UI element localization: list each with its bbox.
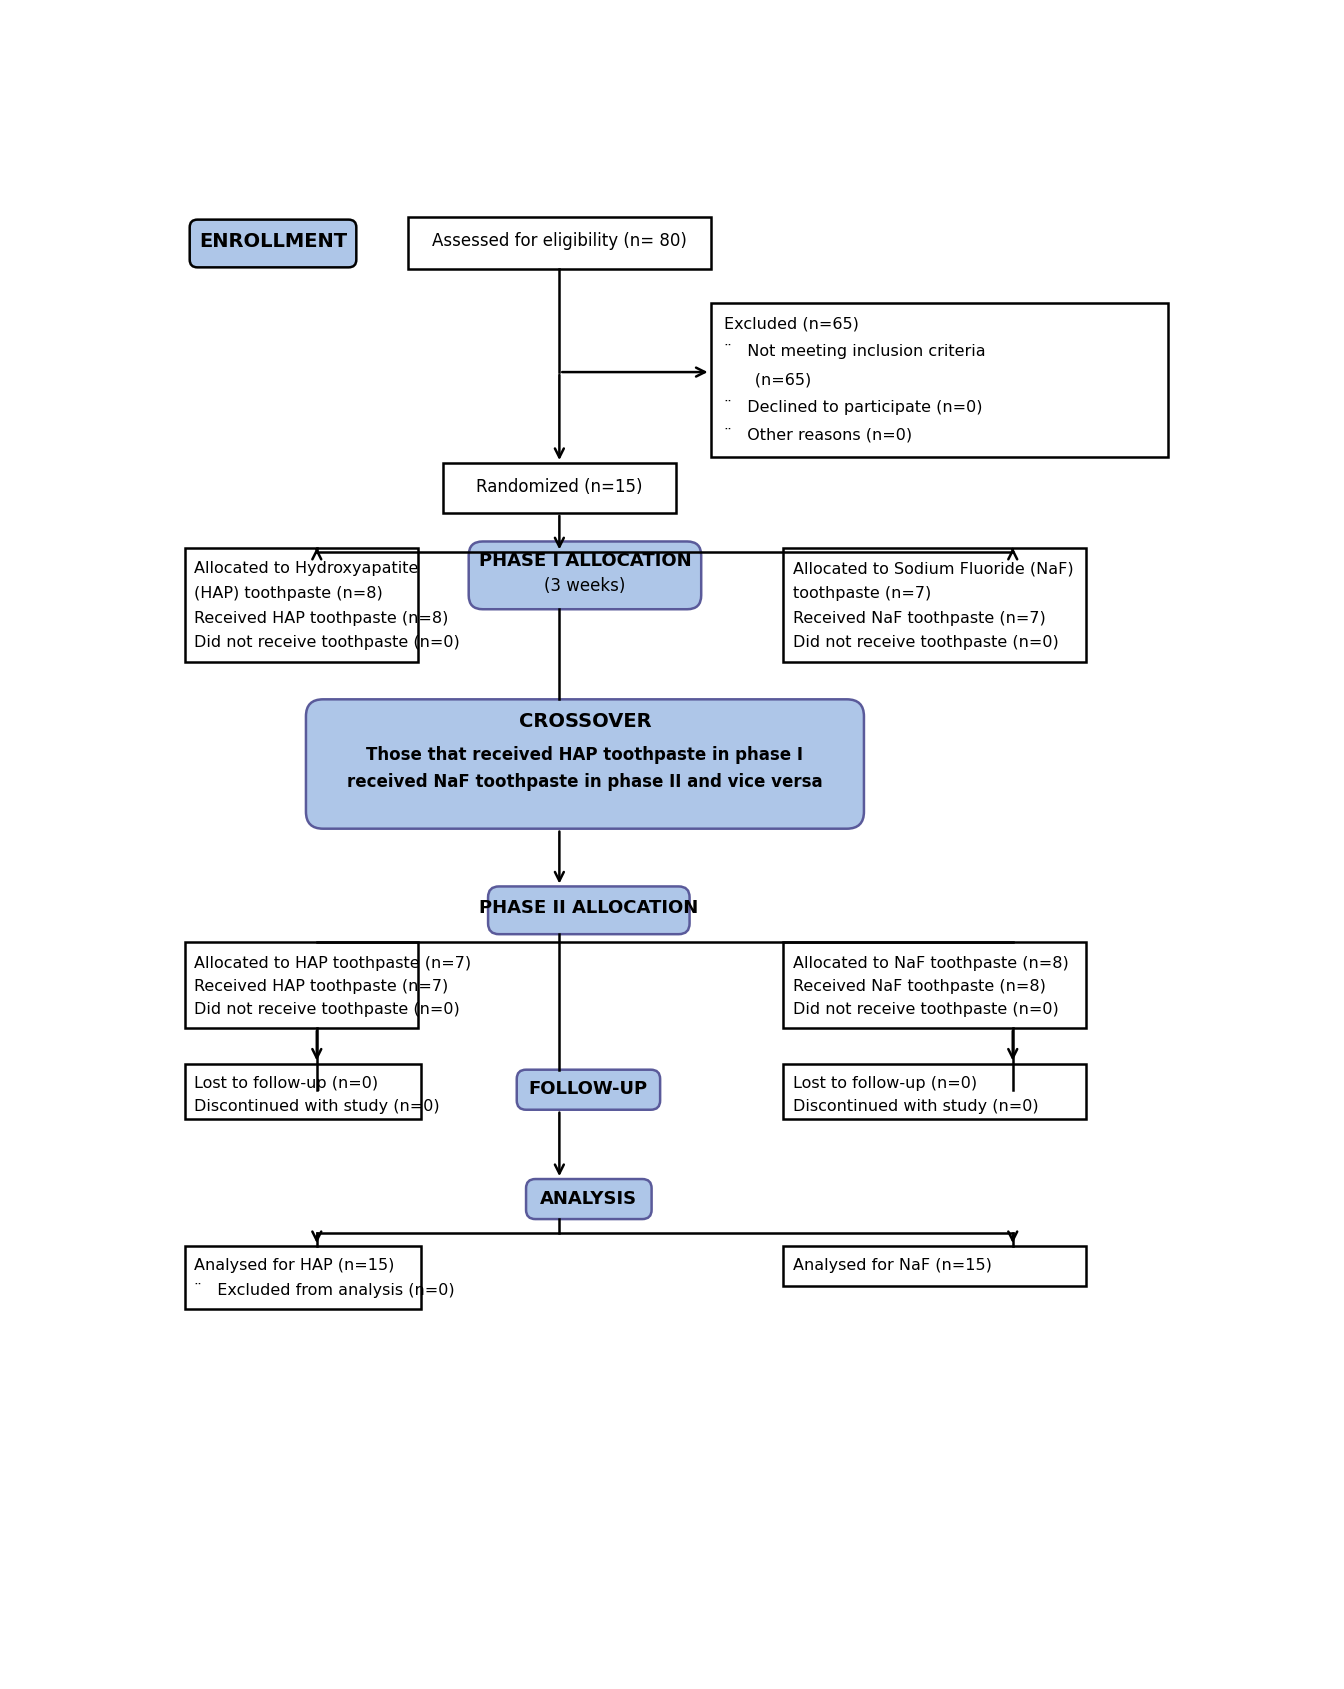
FancyBboxPatch shape: [784, 547, 1086, 662]
Text: Did not receive toothpaste (n=0): Did not receive toothpaste (n=0): [195, 1002, 460, 1017]
FancyBboxPatch shape: [409, 216, 711, 269]
Text: Allocated to HAP toothpaste (n=7): Allocated to HAP toothpaste (n=7): [195, 956, 472, 971]
Text: Allocated to NaF toothpaste (n=8): Allocated to NaF toothpaste (n=8): [793, 956, 1068, 971]
FancyBboxPatch shape: [306, 699, 864, 829]
Text: Discontinued with study (n=0): Discontinued with study (n=0): [195, 1100, 439, 1115]
Text: Did not receive toothpaste (n=0): Did not receive toothpaste (n=0): [195, 635, 460, 650]
Text: Lost to follow-up (n=0): Lost to follow-up (n=0): [195, 1076, 379, 1091]
Text: (HAP) toothpaste (n=8): (HAP) toothpaste (n=8): [195, 586, 383, 601]
Text: Did not receive toothpaste (n=0): Did not receive toothpaste (n=0): [793, 635, 1059, 650]
FancyBboxPatch shape: [469, 542, 702, 610]
Text: Received HAP toothpaste (n=8): Received HAP toothpaste (n=8): [195, 611, 449, 627]
Text: Discontinued with study (n=0): Discontinued with study (n=0): [793, 1100, 1039, 1115]
FancyBboxPatch shape: [784, 1246, 1086, 1285]
FancyBboxPatch shape: [185, 942, 418, 1029]
Text: (3 weeks): (3 weeks): [544, 578, 626, 595]
Text: Randomized (n=15): Randomized (n=15): [476, 478, 642, 495]
FancyBboxPatch shape: [444, 463, 676, 513]
Text: ¨   Excluded from analysis (n=0): ¨ Excluded from analysis (n=0): [195, 1284, 456, 1299]
Text: Analysed for NaF (n=15): Analysed for NaF (n=15): [793, 1258, 992, 1274]
FancyBboxPatch shape: [488, 887, 689, 934]
Text: FOLLOW-UP: FOLLOW-UP: [530, 1081, 648, 1098]
Text: ENROLLMENT: ENROLLMENT: [199, 231, 347, 252]
FancyBboxPatch shape: [185, 1246, 422, 1309]
FancyBboxPatch shape: [784, 942, 1086, 1029]
FancyBboxPatch shape: [185, 1064, 422, 1120]
Text: CROSSOVER: CROSSOVER: [519, 711, 652, 731]
Text: Those that received HAP toothpaste in phase I: Those that received HAP toothpaste in ph…: [367, 745, 804, 763]
Text: toothpaste (n=7): toothpaste (n=7): [793, 586, 931, 601]
Text: Did not receive toothpaste (n=0): Did not receive toothpaste (n=0): [793, 1002, 1059, 1017]
FancyBboxPatch shape: [516, 1069, 660, 1110]
Text: Analysed for HAP (n=15): Analysed for HAP (n=15): [195, 1258, 395, 1274]
Text: Excluded (n=65): Excluded (n=65): [724, 316, 859, 331]
Text: ¨   Other reasons (n=0): ¨ Other reasons (n=0): [724, 427, 913, 443]
Text: ¨   Declined to participate (n=0): ¨ Declined to participate (n=0): [724, 400, 982, 415]
FancyBboxPatch shape: [526, 1179, 652, 1219]
FancyBboxPatch shape: [185, 547, 418, 662]
Text: received NaF toothpaste in phase II and vice versa: received NaF toothpaste in phase II and …: [347, 774, 823, 790]
Text: Allocated to Sodium Fluoride (NaF): Allocated to Sodium Fluoride (NaF): [793, 561, 1074, 576]
FancyBboxPatch shape: [711, 302, 1168, 456]
Text: PHASE I ALLOCATION: PHASE I ALLOCATION: [478, 552, 691, 571]
Text: ¨   Not meeting inclusion criteria: ¨ Not meeting inclusion criteria: [724, 345, 986, 360]
Text: (n=65): (n=65): [724, 372, 812, 387]
Text: Received NaF toothpaste (n=7): Received NaF toothpaste (n=7): [793, 611, 1046, 627]
Text: ANALYSIS: ANALYSIS: [540, 1189, 637, 1208]
Text: Lost to follow-up (n=0): Lost to follow-up (n=0): [793, 1076, 977, 1091]
Text: Allocated to Hydroxyapatite: Allocated to Hydroxyapatite: [195, 561, 419, 576]
FancyBboxPatch shape: [784, 1064, 1086, 1120]
Text: Assessed for eligibility (n= 80): Assessed for eligibility (n= 80): [431, 231, 687, 250]
Text: Received NaF toothpaste (n=8): Received NaF toothpaste (n=8): [793, 980, 1046, 993]
FancyBboxPatch shape: [190, 220, 356, 267]
Text: PHASE II ALLOCATION: PHASE II ALLOCATION: [480, 899, 699, 917]
Text: Received HAP toothpaste (n=7): Received HAP toothpaste (n=7): [195, 980, 449, 993]
